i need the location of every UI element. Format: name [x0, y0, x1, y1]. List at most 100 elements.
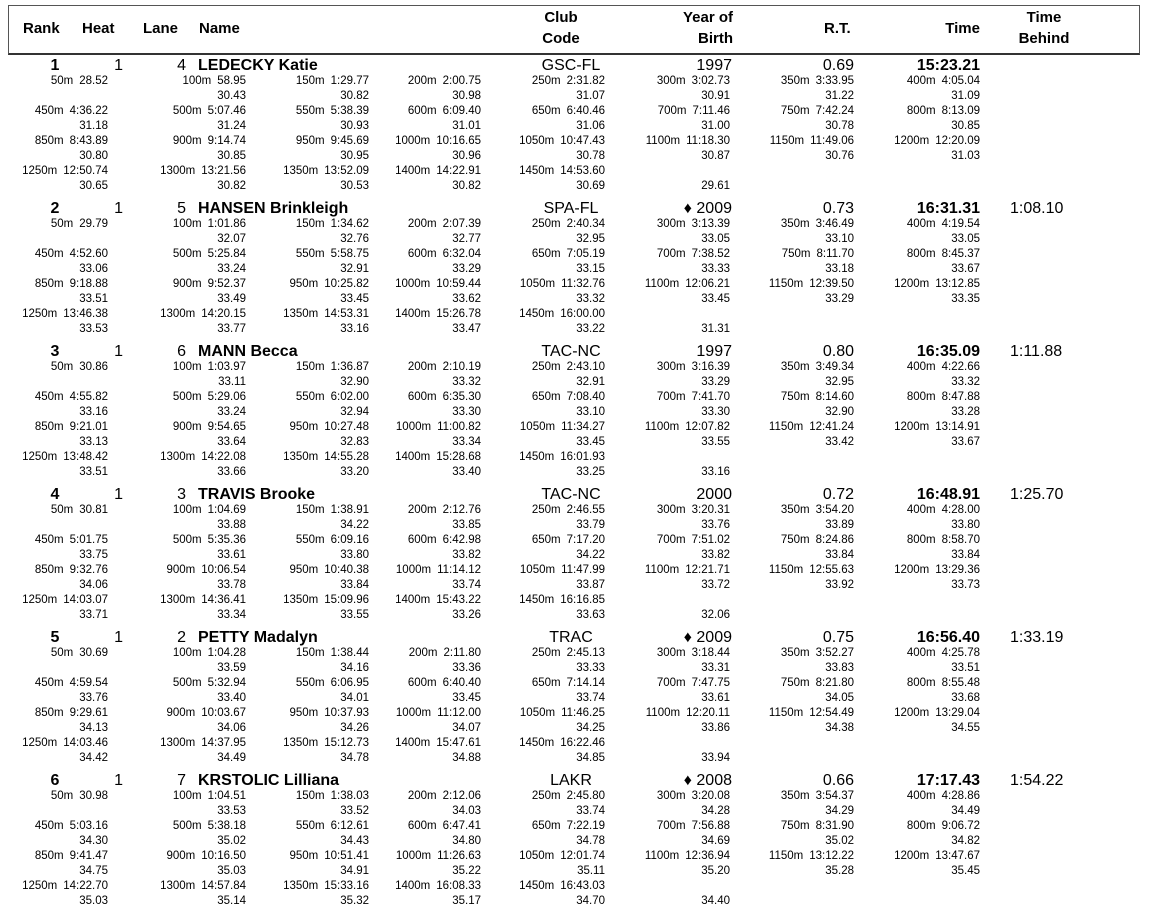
split-time: 11:46.25	[561, 707, 605, 719]
split-cumulative: 150m 1:38.44	[296, 646, 369, 661]
split-cumulative: 950m 10:25.82	[289, 277, 369, 292]
split-time: 8:13.09	[941, 105, 980, 117]
split-time: 5:38.39	[330, 105, 369, 117]
split-cumulative: 1250m 14:03.46	[22, 736, 108, 751]
final-lap-split: 34.40	[701, 895, 730, 907]
split-time: 3:52.27	[815, 647, 854, 659]
split-distance: 200m	[407, 790, 437, 802]
split-time: 11:00.82	[437, 421, 481, 433]
split-lap: 33.83	[825, 662, 854, 674]
split-distance: 1200m	[894, 850, 930, 862]
rank: 4	[50, 486, 60, 503]
split-distance: 100m	[172, 504, 202, 516]
split-distance: 50m	[50, 218, 74, 230]
split-distance: 100m	[182, 75, 212, 87]
split-time: 4:52.60	[69, 248, 108, 260]
split-lap: 30.95	[340, 150, 369, 162]
split-lap: 33.10	[576, 406, 605, 418]
split-distance: 500m	[172, 534, 202, 546]
split-cumulative: 250m 2:43.10	[532, 360, 605, 375]
split-cumulative: 250m 2:45.13	[532, 646, 605, 661]
split-cumulative: 1150m 12:54.49	[769, 706, 854, 721]
split-lap: 33.73	[951, 579, 980, 591]
final-lap-split: 31.31	[701, 323, 730, 335]
split-distance: 1350m	[283, 165, 319, 177]
split-cumulative: 1100m 12:36.94	[645, 849, 730, 864]
split-distance: 700m	[656, 534, 686, 546]
split-cumulative: 400m 4:19.54	[907, 217, 980, 232]
split-time: 29.79	[79, 218, 108, 230]
split-distance: 650m	[531, 820, 561, 832]
split-distance: 1250m	[22, 451, 58, 463]
heat: 1	[114, 486, 123, 503]
split-cumulative: 1250m 13:48.42	[22, 450, 108, 465]
split-lap: 33.92	[825, 579, 854, 591]
split-distance: 450m	[34, 534, 64, 546]
split-time: 13:48.42	[63, 451, 108, 463]
year-of-birth: 2000	[696, 486, 732, 503]
split-cumulative: 100m 1:04.69	[173, 503, 246, 518]
split-lap: 35.03	[79, 895, 108, 907]
split-distance: 50m	[50, 647, 74, 659]
split-time: 12:01.74	[560, 850, 605, 862]
split-cumulative: 1250m 14:22.70	[22, 879, 108, 894]
split-time: 11:34.27	[561, 421, 605, 433]
split-cumulative: 50m 29.79	[51, 217, 108, 232]
reaction-time: 0.72	[822, 486, 854, 503]
split-lap: 32.95	[825, 376, 854, 388]
split-distance: 200m	[407, 361, 437, 373]
split-distance: 550m	[295, 534, 325, 546]
split-cumulative: 200m 2:11.80	[409, 646, 481, 661]
split-distance: 900m	[172, 135, 202, 147]
split-time: 12:06.21	[685, 278, 730, 290]
split-time: 4:05.04	[941, 75, 980, 87]
split-distance: 1050m	[519, 421, 556, 433]
split-cumulative: 500m 5:07.46	[173, 104, 246, 119]
split-cumulative: 950m 10:40.38	[289, 563, 369, 578]
split-time: 14:55.28	[324, 451, 369, 463]
split-distance: 450m	[34, 391, 64, 403]
split-distance: 1350m	[283, 308, 319, 320]
split-cumulative: 100m 58.95	[182, 74, 246, 89]
split-time: 14:20.15	[201, 308, 246, 320]
split-distance: 550m	[295, 391, 325, 403]
split-lap: 32.95	[576, 233, 605, 245]
split-time: 13:12.22	[809, 850, 854, 862]
split-time: 14:36.41	[201, 594, 246, 606]
split-lap: 32.83	[340, 436, 369, 448]
split-time: 3:13.39	[691, 218, 730, 230]
split-distance: 100m	[172, 218, 202, 230]
split-time: 14:22.70	[63, 880, 108, 892]
split-time: 13:12.85	[935, 278, 980, 290]
lane: 7	[177, 772, 186, 789]
split-cumulative: 1000m 10:16.65	[395, 134, 481, 149]
split-time: 14:22.08	[201, 451, 246, 463]
club-code: GSC-FL	[541, 57, 601, 74]
year-of-birth: ♦ 2009	[683, 200, 732, 217]
split-time: 6:47.41	[442, 820, 481, 832]
split-distance: 800m	[906, 248, 936, 260]
split-lap: 34.43	[340, 835, 369, 847]
header-name: Name	[199, 20, 240, 37]
split-lap: 30.82	[217, 180, 246, 192]
split-time: 13:52.09	[324, 165, 369, 177]
split-distance: 1400m	[395, 165, 431, 177]
split-cumulative: 900m 9:14.74	[173, 134, 246, 149]
split-distance: 300m	[656, 361, 686, 373]
split-distance: 200m	[407, 504, 437, 516]
split-cumulative: 1200m 13:12.85	[894, 277, 980, 292]
split-cumulative: 600m 6:35.30	[408, 390, 481, 405]
split-time: 6:35.30	[442, 391, 481, 403]
split-time: 10:16.50	[201, 850, 246, 862]
split-cumulative: 800m 8:13.09	[907, 104, 980, 119]
split-cumulative: 600m 6:42.98	[408, 533, 481, 548]
reaction-time: 0.80	[822, 343, 854, 360]
split-time: 10:51.41	[324, 850, 369, 862]
split-time: 15:09.96	[324, 594, 369, 606]
split-lap: 33.66	[217, 466, 246, 478]
split-cumulative: 650m 7:22.19	[532, 819, 605, 834]
split-time: 11:12.00	[437, 707, 481, 719]
split-time: 5:07.46	[207, 105, 246, 117]
split-distance: 1300m	[160, 451, 196, 463]
